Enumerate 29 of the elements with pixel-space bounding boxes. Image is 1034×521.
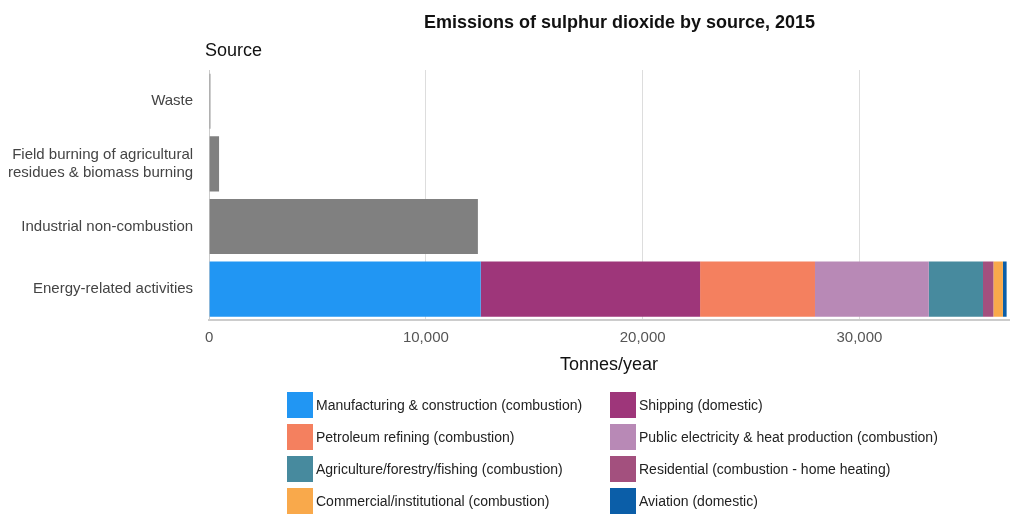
bar bbox=[928, 261, 983, 317]
legend-label: Commercial/institutional (combustion) bbox=[316, 493, 550, 509]
bar bbox=[209, 261, 481, 317]
bar bbox=[1002, 261, 1007, 317]
x-tick-label: 20,000 bbox=[619, 327, 666, 345]
x-tick-label: 0 bbox=[204, 327, 214, 345]
legend-label: Residential (combustion - home heating) bbox=[639, 461, 891, 477]
bar bbox=[700, 261, 815, 317]
bar bbox=[209, 136, 220, 192]
bar bbox=[209, 198, 478, 255]
x-tick-label: 10,000 bbox=[402, 327, 449, 345]
y-tick-label: Waste bbox=[151, 91, 194, 109]
chart-title: Emissions of sulphur dioxide by source, 2015 bbox=[422, 12, 817, 33]
bar bbox=[814, 261, 929, 317]
legend-label: Shipping (domestic) bbox=[639, 397, 763, 413]
bar bbox=[993, 261, 1003, 317]
x-tick-label: 30,000 bbox=[836, 327, 883, 345]
legend-label: Agriculture/forestry/fishing (combustion) bbox=[316, 461, 563, 477]
bar bbox=[982, 261, 994, 317]
y-axis-title: Source bbox=[205, 40, 263, 61]
y-tick-label: Industrial non-combustion bbox=[21, 216, 194, 234]
y-tick-label: Energy-related activities bbox=[33, 279, 194, 297]
legend-label: Manufacturing & construction (combustion) bbox=[316, 397, 583, 413]
y-tick-label: Field burning of agricultural residues & biomass burning bbox=[7, 145, 194, 181]
legend-label: Public electricity & heat production (combustion) bbox=[639, 429, 938, 445]
bar bbox=[480, 261, 701, 317]
x-axis-title: Tonnes/year bbox=[560, 354, 659, 375]
legend-label: Petroleum refining (combustion) bbox=[316, 429, 515, 445]
legend-label: Aviation (domestic) bbox=[639, 493, 758, 509]
